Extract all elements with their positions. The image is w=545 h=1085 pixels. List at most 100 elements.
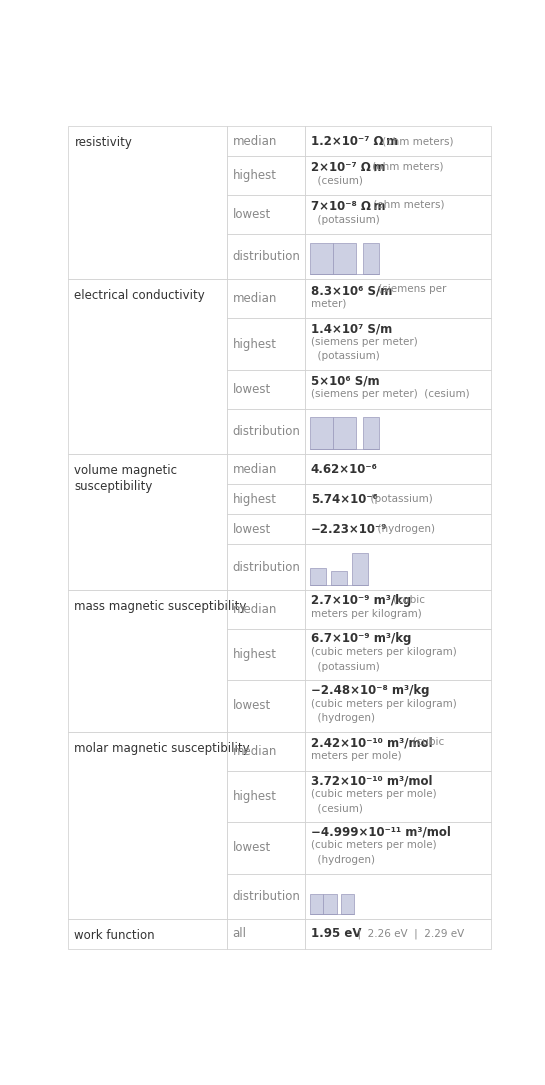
Bar [227, 919, 305, 949]
Text: median: median [232, 135, 277, 148]
Text: 1.4×10⁷ S/m: 1.4×10⁷ S/m [311, 322, 392, 335]
Text: (cubic: (cubic [406, 737, 444, 746]
Text: (hydrogen): (hydrogen) [311, 855, 374, 865]
Text: median: median [232, 744, 277, 757]
Text: electrical conductivity: electrical conductivity [75, 290, 205, 303]
Text: (cubic meters per kilogram): (cubic meters per kilogram) [311, 647, 456, 658]
Bar [333, 418, 356, 449]
Text: 5×10⁶ S/m: 5×10⁶ S/m [311, 374, 379, 387]
Bar [305, 589, 490, 628]
Bar [362, 243, 379, 275]
Bar [331, 571, 347, 585]
Bar [305, 628, 490, 680]
Bar [305, 770, 490, 822]
Text: (siemens per: (siemens per [375, 284, 446, 294]
Bar [305, 234, 490, 279]
Bar [227, 409, 305, 454]
Text: (ohm meters): (ohm meters) [370, 161, 444, 171]
Bar [227, 589, 305, 628]
Bar [305, 680, 490, 731]
Text: molar magnetic susceptibility: molar magnetic susceptibility [75, 742, 250, 754]
Text: lowest: lowest [232, 208, 271, 221]
Bar [305, 484, 490, 514]
Text: (cubic: (cubic [390, 595, 425, 604]
Text: 2.7×10⁻⁹ m³/kg: 2.7×10⁻⁹ m³/kg [311, 595, 411, 608]
Bar [227, 370, 305, 409]
Bar [310, 418, 333, 449]
Bar [305, 370, 490, 409]
Bar [227, 195, 305, 234]
Bar [341, 894, 354, 914]
Text: 7×10⁻⁸ Ω m: 7×10⁻⁸ Ω m [311, 200, 385, 213]
Text: lowest: lowest [232, 383, 271, 396]
Text: (hydrogen): (hydrogen) [371, 524, 435, 534]
Text: distribution: distribution [232, 890, 300, 903]
Bar [310, 894, 323, 914]
Bar [333, 243, 356, 275]
Bar [227, 156, 305, 195]
Text: (potassium): (potassium) [364, 494, 432, 505]
Text: 6.7×10⁻⁹ m³/kg: 6.7×10⁻⁹ m³/kg [311, 633, 411, 646]
Bar [305, 126, 490, 156]
Bar [310, 243, 333, 275]
Text: (ohm meters): (ohm meters) [370, 200, 444, 210]
Text: highest: highest [232, 790, 276, 803]
Text: lowest: lowest [232, 523, 271, 536]
Text: median: median [232, 602, 277, 615]
Bar [305, 279, 490, 318]
Bar [352, 553, 368, 585]
Text: 1.2×10⁻⁷ Ω m: 1.2×10⁻⁷ Ω m [311, 135, 398, 148]
Bar [68, 454, 227, 589]
Bar [68, 919, 227, 949]
Text: (cesium): (cesium) [311, 176, 362, 186]
Text: 2.42×10⁻¹⁰ m³/mol: 2.42×10⁻¹⁰ m³/mol [311, 737, 432, 750]
Bar [305, 822, 490, 873]
Bar [227, 514, 305, 545]
Text: (potassium): (potassium) [311, 662, 379, 672]
Bar [68, 589, 227, 731]
Text: 2×10⁻⁷ Ω m: 2×10⁻⁷ Ω m [311, 161, 385, 174]
Text: (potassium): (potassium) [311, 215, 379, 225]
Text: mass magnetic susceptibility: mass magnetic susceptibility [75, 600, 247, 613]
Text: (siemens per meter): (siemens per meter) [311, 336, 417, 347]
Bar [227, 318, 305, 370]
Text: 4.62×10⁻⁶: 4.62×10⁻⁶ [311, 462, 378, 475]
Text: work function: work function [75, 929, 155, 942]
Bar [227, 126, 305, 156]
Text: highest: highest [232, 169, 276, 182]
Text: all: all [232, 928, 246, 941]
Text: (siemens per meter)  (cesium): (siemens per meter) (cesium) [311, 390, 469, 399]
Text: highest: highest [232, 337, 276, 350]
Text: (cubic meters per mole): (cubic meters per mole) [311, 841, 436, 851]
Bar [305, 156, 490, 195]
Bar [305, 454, 490, 484]
Text: −2.23×10⁻⁹: −2.23×10⁻⁹ [311, 523, 387, 536]
Text: median: median [232, 292, 277, 305]
Bar [227, 770, 305, 822]
Text: meter): meter) [311, 298, 346, 309]
Bar [305, 731, 490, 770]
Bar [323, 894, 337, 914]
Text: 3.72×10⁻¹⁰ m³/mol: 3.72×10⁻¹⁰ m³/mol [311, 775, 432, 788]
Text: −4.999×10⁻¹¹ m³/mol: −4.999×10⁻¹¹ m³/mol [311, 826, 451, 839]
Bar [68, 279, 227, 454]
Bar [68, 731, 227, 919]
Text: 8.3×10⁶ S/m: 8.3×10⁶ S/m [311, 284, 392, 297]
Text: meters per kilogram): meters per kilogram) [311, 609, 421, 620]
Bar [305, 409, 490, 454]
Bar [362, 418, 379, 449]
Text: (potassium): (potassium) [311, 352, 379, 361]
Text: (ohm meters): (ohm meters) [379, 136, 454, 146]
Bar [227, 822, 305, 873]
Text: 1.95 eV: 1.95 eV [311, 928, 361, 941]
Bar [305, 318, 490, 370]
Bar [227, 545, 305, 589]
Text: highest: highest [232, 648, 276, 661]
Bar [305, 873, 490, 919]
Bar [227, 628, 305, 680]
Bar [305, 919, 490, 949]
Bar [68, 126, 227, 279]
Text: (cubic meters per kilogram): (cubic meters per kilogram) [311, 699, 456, 709]
Text: lowest: lowest [232, 841, 271, 854]
Text: distribution: distribution [232, 251, 300, 264]
